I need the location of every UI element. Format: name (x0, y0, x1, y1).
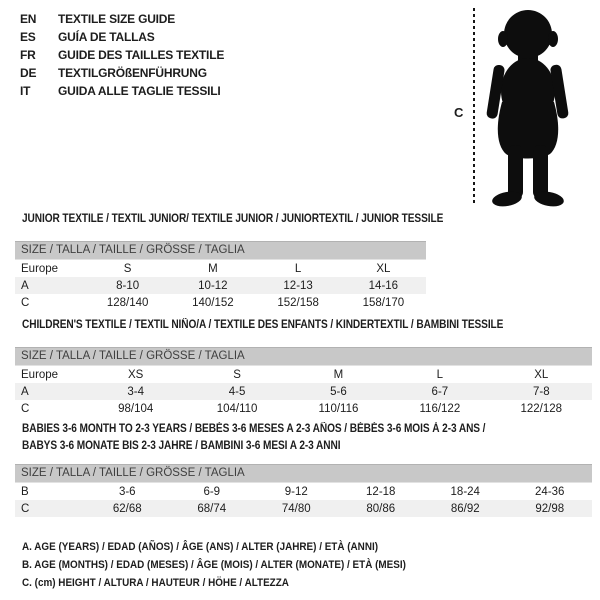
table-cell: 5-6 (330, 385, 347, 398)
language-code: ES (20, 30, 36, 44)
language-row: EN TEXTILE SIZE GUIDE (20, 10, 224, 28)
table-cell: 12-13 (283, 279, 313, 292)
legend-line-height: C. (cm) HEIGHT / ALTURA / HAUTEUR / HÖHE… (22, 577, 289, 589)
table-row-europe: Europe S M L XL (15, 260, 426, 278)
size-header-row: SIZE / TALLA / TAILLE / GRÖSSE / TAGLIA (15, 347, 592, 366)
table-cell: 80/86 (366, 502, 396, 515)
table-cell: M (333, 368, 344, 381)
table-cell: XL (376, 262, 391, 275)
table-cell: 6-7 (431, 385, 449, 398)
table-cell: 128/140 (106, 296, 149, 309)
table-cell: 140/152 (192, 296, 234, 309)
row-label: Europe (21, 368, 59, 381)
table-cell: 86/92 (450, 502, 480, 515)
language-row: FR GUIDE DES TAILLES TEXTILE (20, 46, 224, 64)
language-list: EN TEXTILE SIZE GUIDE ES GUÍA DE TALLAS … (20, 10, 224, 100)
table-cell: 8-10 (116, 279, 140, 292)
language-row: ES GUÍA DE TALLAS (20, 28, 224, 46)
table-row-age: A 8-10 10-12 12-13 14-16 (15, 277, 426, 294)
table-cell: 24-36 (535, 485, 565, 498)
size-header-row: SIZE / TALLA / TAILLE / GRÖSSE / TAGLIA (15, 464, 592, 483)
junior-size-table: SIZE / TALLA / TAILLE / GRÖSSE / TAGLIA … (15, 241, 426, 311)
table-cell: 3-6 (118, 485, 136, 498)
junior-table-title: JUNIOR TEXTILE / TEXTIL JUNIOR/ TEXTILE … (22, 213, 444, 225)
table-cell: 4-5 (228, 385, 246, 398)
row-label: C (21, 296, 30, 309)
babies-size-table: SIZE / TALLA / TAILLE / GRÖSSE / TAGLIA … (15, 464, 592, 517)
table-cell: S (123, 262, 132, 275)
size-header-row: SIZE / TALLA / TAILLE / GRÖSSE / TAGLIA (15, 241, 426, 260)
table-cell: 68/74 (197, 502, 227, 515)
table-cell: 7-8 (532, 385, 550, 398)
table-cell: 12-18 (366, 485, 396, 498)
babies-table-title-line2: BABYS 3-6 MONATE BIS 2-3 JAHRE / BAMBINI… (22, 440, 341, 452)
height-dashed-line (473, 8, 475, 206)
legend-line-age-months: B. AGE (MONTHS) / EDAD (MESES) / ÂGE (MO… (22, 559, 406, 571)
table-row-height: C 98/104 104/110 110/116 116/122 122/128 (15, 400, 592, 417)
table-row-europe: Europe XS S M L XL (15, 366, 592, 384)
table-cell: 116/122 (419, 402, 461, 415)
size-header-bar: SIZE / TALLA / TAILLE / GRÖSSE / TAGLIA (15, 464, 592, 483)
table-cell: XL (534, 368, 549, 381)
table-cell: 74/80 (281, 502, 311, 515)
size-header-bar: SIZE / TALLA / TAILLE / GRÖSSE / TAGLIA (15, 241, 426, 260)
table-row-age: A 3-4 4-5 5-6 6-7 7-8 (15, 383, 592, 400)
table-cell: 98/104 (118, 402, 154, 415)
table-row-height: C 128/140 140/152 152/158 158/170 (15, 294, 426, 311)
table-cell: M (208, 262, 218, 275)
table-cell: 92/98 (535, 502, 565, 515)
table-cell: 18-24 (450, 485, 480, 498)
language-code: EN (20, 12, 37, 26)
table-row-age-months: B 3-6 6-9 9-12 12-18 18-24 24-36 (15, 483, 592, 501)
babies-table-title-line1: BABIES 3-6 MONTH TO 2-3 YEARS / BEBÉS 3-… (22, 423, 486, 435)
language-code: IT (20, 84, 31, 98)
row-label: A (21, 385, 29, 398)
language-title: GUIDA ALLE TAGLIE TESSILI (58, 84, 221, 98)
table-cell: 14-16 (368, 279, 399, 292)
row-label: A (21, 279, 29, 292)
legend: A. AGE (YEARS) / EDAD (AÑOS) / ÂGE (ANS)… (22, 538, 449, 592)
language-row: DE TEXTILGRÖßENFÜHRUNG (20, 64, 224, 82)
table-cell: L (436, 368, 444, 381)
table-cell: 9-12 (284, 485, 308, 498)
language-code: FR (20, 48, 36, 62)
table-cell: 6-9 (203, 485, 221, 498)
language-row: IT GUIDA ALLE TAGLIE TESSILI (20, 82, 224, 100)
row-label: C (21, 502, 30, 515)
language-title: TEXTILE SIZE GUIDE (58, 12, 176, 26)
language-title: GUIDE DES TAILLES TEXTILE (58, 48, 225, 62)
table-cell: L (294, 262, 302, 275)
height-label-c: C (454, 105, 464, 120)
row-label: B (21, 485, 29, 498)
table-cell: 10-12 (198, 279, 228, 292)
language-title: TEXTILGRÖßENFÜHRUNG (58, 66, 207, 80)
children-table-title: CHILDREN'S TEXTILE / TEXTIL NIÑO/A / TEX… (22, 319, 504, 331)
baby-silhouette-icon (486, 10, 569, 207)
table-row-height: C 62/68 68/74 74/80 80/86 86/92 92/98 (15, 500, 592, 517)
table-cell: 3-4 (127, 385, 144, 398)
table-cell: XS (128, 368, 144, 381)
row-label: Europe (21, 262, 59, 275)
table-cell: 122/128 (520, 402, 563, 415)
table-cell: 104/110 (216, 402, 258, 415)
table-cell: 158/170 (362, 296, 405, 309)
row-label: C (21, 402, 30, 415)
table-cell: 152/158 (277, 296, 319, 309)
table-cell: 110/116 (318, 402, 359, 415)
table-cell: 62/68 (112, 502, 142, 515)
babies-table-title: BABIES 3-6 MONTH TO 2-3 YEARS / BEBÉS 3-… (22, 421, 486, 455)
legend-line-age-years: A. AGE (YEARS) / EDAD (AÑOS) / ÂGE (ANS)… (22, 541, 379, 553)
language-code: DE (20, 66, 37, 80)
children-size-table: SIZE / TALLA / TAILLE / GRÖSSE / TAGLIA … (15, 347, 592, 417)
table-cell: S (233, 368, 241, 381)
language-title: GUÍA DE TALLAS (58, 30, 155, 44)
size-header-bar: SIZE / TALLA / TAILLE / GRÖSSE / TAGLIA (15, 347, 592, 366)
